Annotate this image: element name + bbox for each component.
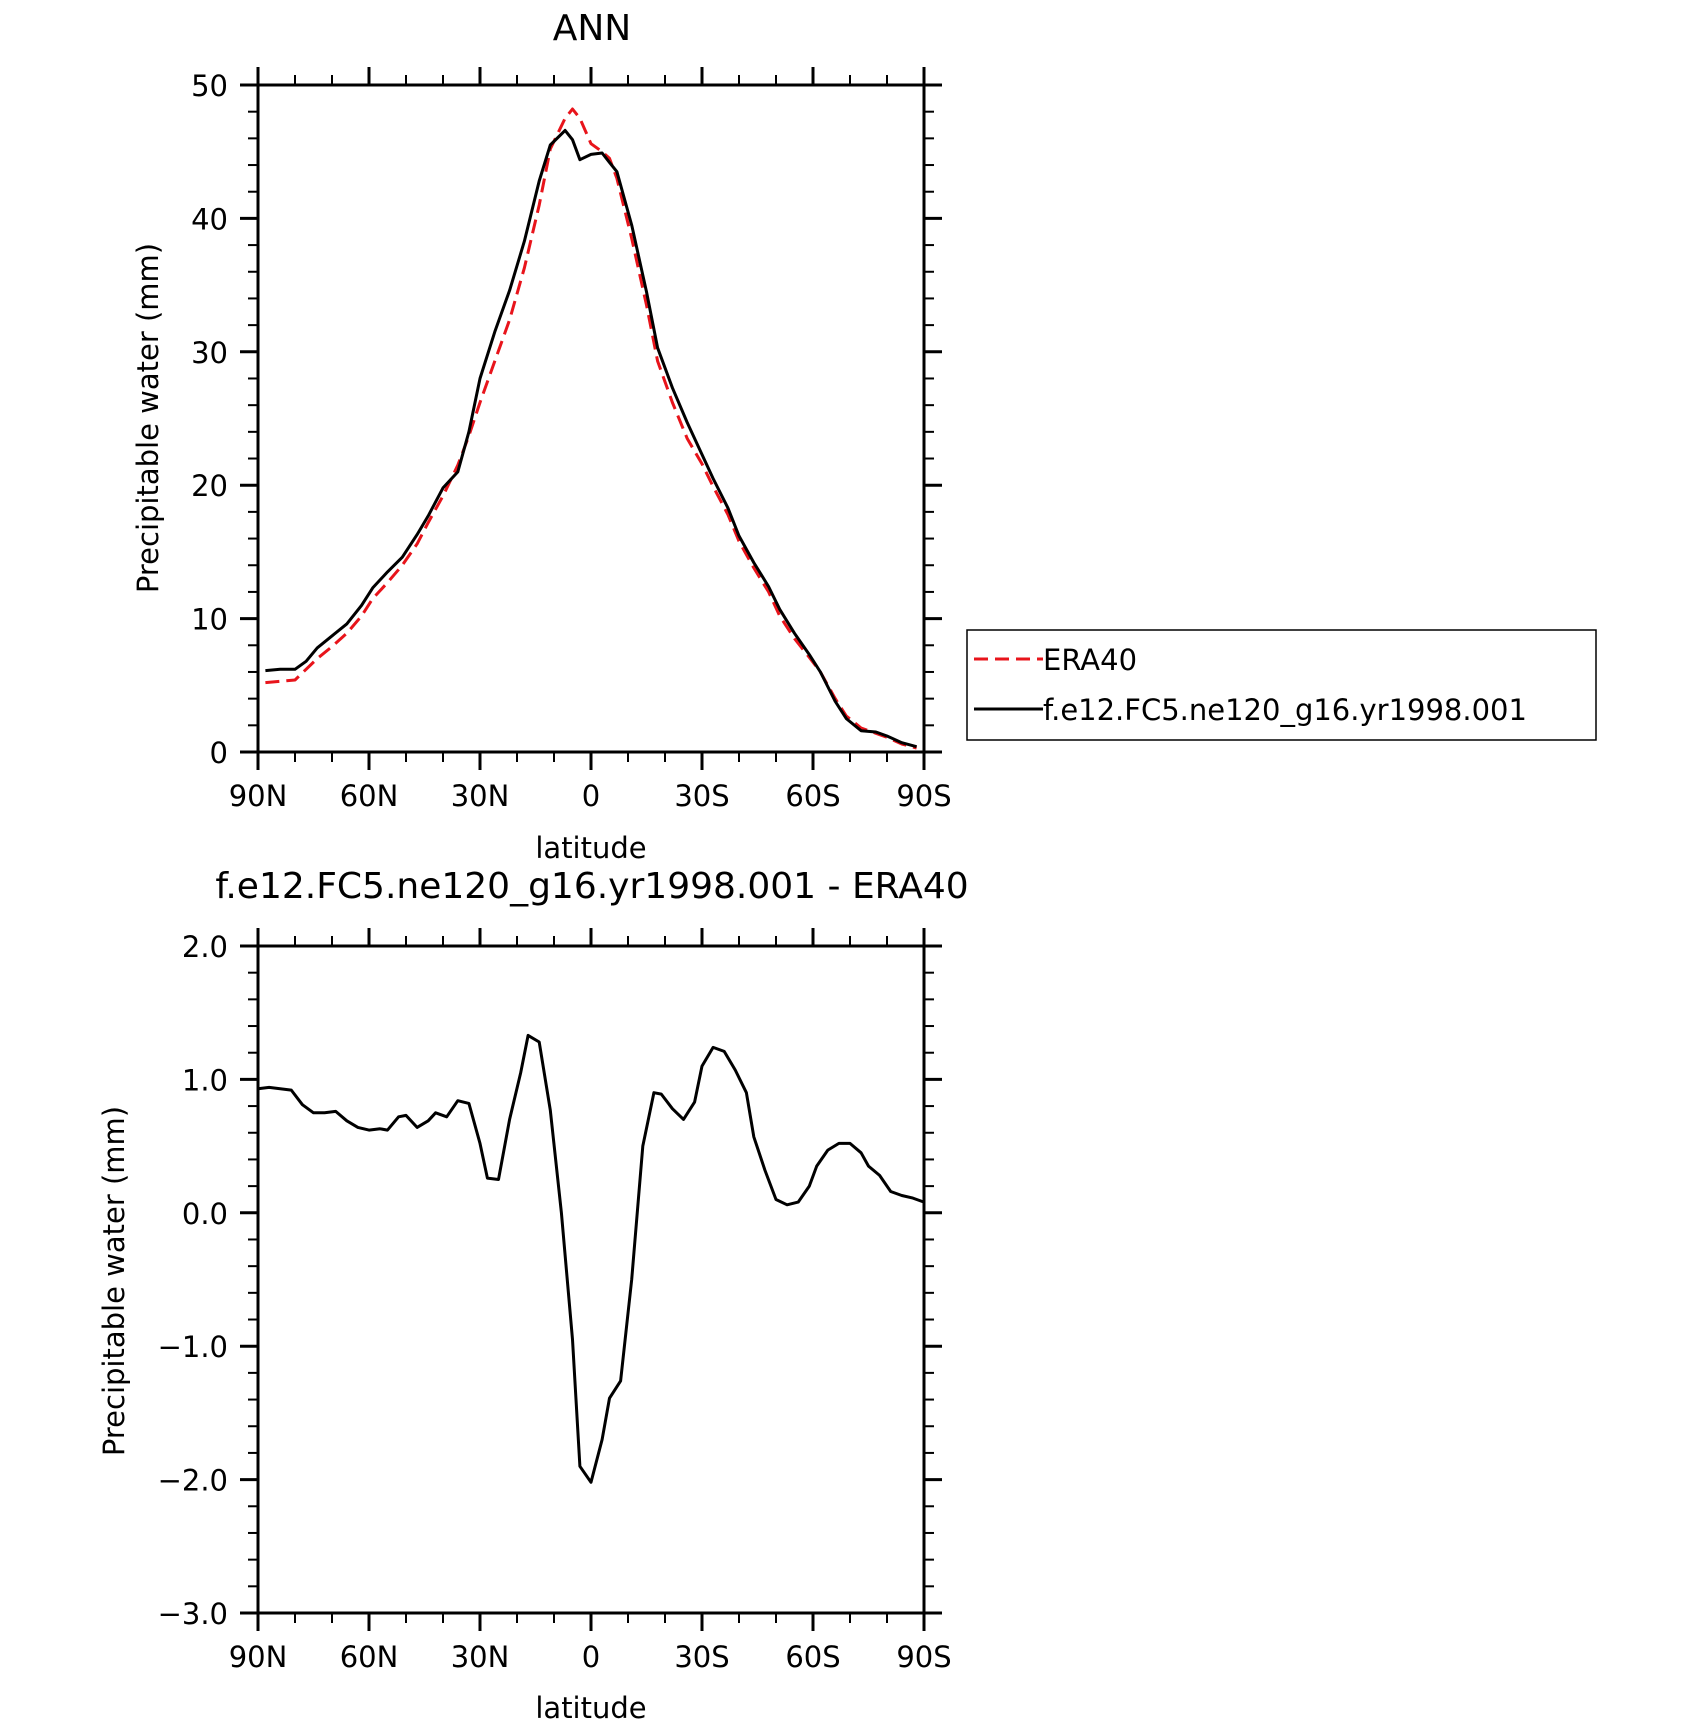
top-chart-x-tick-label: 30S xyxy=(674,779,729,813)
bottom-chart-ticks xyxy=(240,928,942,1631)
top-chart-x-tick-label: 60N xyxy=(340,779,399,813)
bottom-chart-x-tick-label: 30S xyxy=(674,1640,729,1674)
top-chart-panel: ANN 90N 60N 30N 0 30S 60S 90S 0 10 20 30 40 50 latit… xyxy=(131,8,952,865)
bottom-chart-x-axis-label: latitude xyxy=(535,1691,646,1725)
bottom-chart-y-tick-label: −1.0 xyxy=(158,1330,228,1364)
bottom-chart-y-axis-label: Precipitable water (mm) xyxy=(97,1106,131,1456)
top-chart-x-tick-label: 0 xyxy=(582,779,600,813)
top-chart-tick-labels: 90N 60N 30N 0 30S 60S 90S 0 10 20 30 40 50 xyxy=(191,69,952,813)
bottom-chart-y-tick-label: −2.0 xyxy=(158,1464,228,1498)
bottom-chart-x-tick-label: 60S xyxy=(785,1640,840,1674)
bottom-chart-series-line-0 xyxy=(257,1033,925,1484)
top-chart-y-tick-label: 20 xyxy=(191,469,228,503)
top-chart-marks xyxy=(265,107,917,750)
top-chart-frame xyxy=(256,83,926,754)
top-chart-x-tick-label: 90S xyxy=(896,779,951,813)
bottom-chart-title: f.e12.FC5.ne120_g16.yr1998.001 - ERA40 xyxy=(215,866,968,907)
top-chart-series-line-1 xyxy=(265,128,917,749)
bottom-chart-panel: f.e12.FC5.ne120_g16.yr1998.001 - ERA40 9… xyxy=(97,866,969,1725)
bottom-chart-marks xyxy=(257,1033,925,1484)
bottom-chart-x-tick-label: 90S xyxy=(896,1640,951,1674)
top-chart-y-tick-label: 10 xyxy=(191,603,228,637)
bottom-chart-frame xyxy=(256,944,926,1615)
top-chart-y-tick-label: 0 xyxy=(210,736,228,770)
bottom-chart-x-tick-label: 60N xyxy=(340,1640,399,1674)
legend-label-era40: ERA40 xyxy=(1043,643,1137,677)
bottom-chart-tick-labels: 90N 60N 30N 0 30S 60S 90S −3.0 −2.0 −1.0 0.0 1.0 2.0 xyxy=(158,930,952,1674)
bottom-chart-x-tick-label: 0 xyxy=(582,1640,600,1674)
bottom-chart-y-tick-label: −3.0 xyxy=(158,1597,228,1631)
top-chart-x-tick-label: 60S xyxy=(785,779,840,813)
top-chart-y-tick-label: 50 xyxy=(191,69,228,103)
bottom-chart-x-tick-label: 30N xyxy=(451,1640,510,1674)
top-chart-ticks xyxy=(240,67,942,770)
legend-label-model: f.e12.FC5.ne120_g16.yr1998.001 xyxy=(1043,693,1527,727)
legend: ERA40 f.e12.FC5.ne120_g16.yr1998.001 xyxy=(966,629,1597,741)
top-chart-y-tick-label: 30 xyxy=(191,336,228,370)
top-chart-y-axis-label: Precipitable water (mm) xyxy=(131,243,165,593)
bottom-chart-y-tick-label: 2.0 xyxy=(182,930,228,964)
top-chart-x-tick-label: 90N xyxy=(229,779,288,813)
top-chart-series-line-0 xyxy=(265,107,917,750)
legend-box xyxy=(966,629,1597,741)
top-chart-y-tick-label: 40 xyxy=(191,202,228,236)
top-chart-title: ANN xyxy=(553,8,632,49)
bottom-chart-x-tick-label: 90N xyxy=(229,1640,288,1674)
top-chart-x-tick-label: 30N xyxy=(451,779,510,813)
top-chart-x-axis-label: latitude xyxy=(535,831,646,865)
bottom-chart-y-tick-label: 1.0 xyxy=(182,1063,228,1097)
bottom-chart-y-tick-label: 0.0 xyxy=(182,1197,228,1231)
